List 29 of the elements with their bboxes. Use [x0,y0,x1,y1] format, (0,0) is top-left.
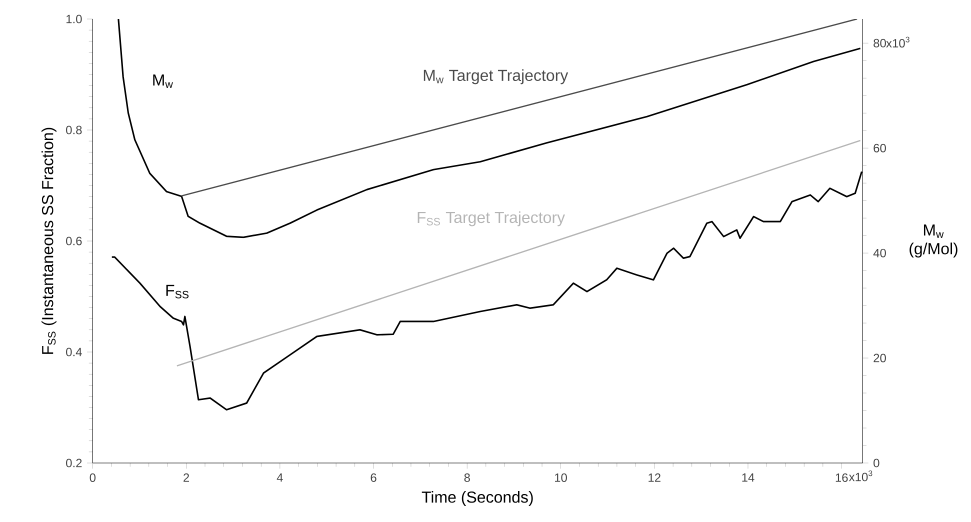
y-axis-title: F$_{SS}$ (Instantaneous SS Fraction) [42,128,56,354]
x-tick-label: 12 [648,473,660,482]
y-tick-label: 0.2 [66,458,82,468]
text: x10$^{3}$ [848,470,872,482]
y-tick-label: 0.6 [66,236,82,246]
x-tick-label: 6 [370,473,376,482]
y2-tick-label: 80 [874,38,886,48]
y2-tick-label: 60 [874,144,886,152]
x-tick-label: 14 [742,473,754,482]
x-tick-label: 10 [555,473,567,482]
y2-axis-title: M$_{w}$ (g/Mol) [910,224,958,258]
series-label: F$_{SS}$ Target Trajectory [418,211,565,226]
series-label: F$_{SS}$ [166,284,189,298]
y2-tick-label: 0 [874,458,880,468]
x-tick-label: 4 [276,473,283,482]
text: x10$^{3}$ [886,36,910,48]
x-tick-label: 0 [90,473,96,482]
series-label: M$_{w}$ [153,74,173,88]
y-tick-label: 0.8 [66,126,82,134]
y2-tick-label: 20 [874,354,886,362]
y-tick-label: 1.0 [66,14,82,24]
y-tick-label: 0.4 [66,348,82,356]
line-series [118,19,862,238]
y2-tick-label: 40 [873,248,886,258]
x-axis-title: Time (Seconds) [422,491,533,506]
x-tick-label: 16 [836,473,848,482]
x-tick-label: 8 [464,473,470,482]
x-tick-label: 2 [184,473,190,482]
series-label: M$_{w}$ Target Trajectory [424,69,568,84]
